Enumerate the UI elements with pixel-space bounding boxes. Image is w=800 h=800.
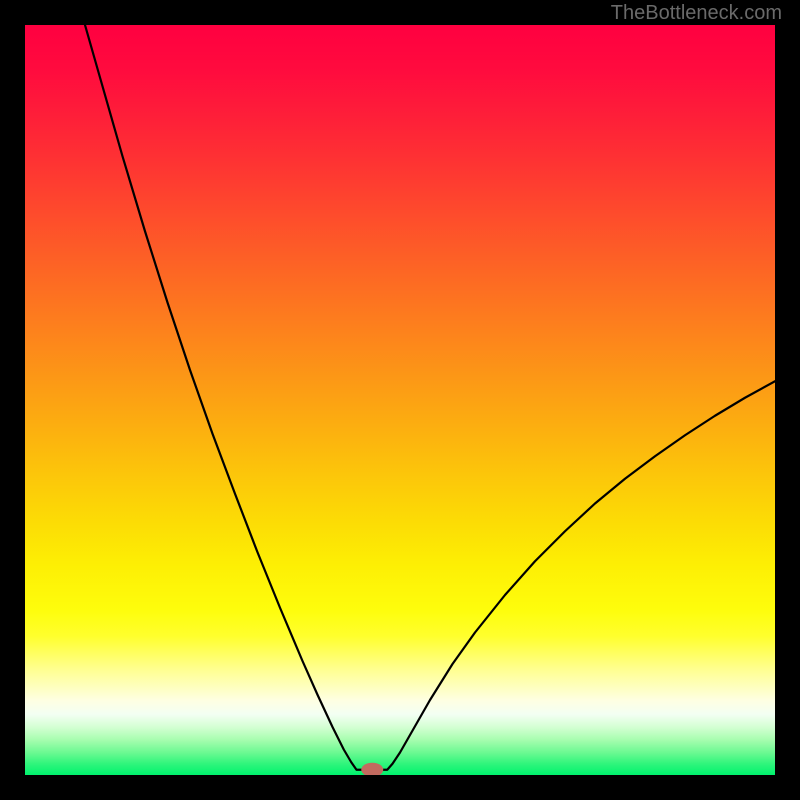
gradient-background xyxy=(25,25,775,775)
chart-container: TheBottleneck.com xyxy=(0,0,800,800)
bottleneck-curve-chart xyxy=(0,0,800,800)
minimum-marker xyxy=(361,763,383,777)
